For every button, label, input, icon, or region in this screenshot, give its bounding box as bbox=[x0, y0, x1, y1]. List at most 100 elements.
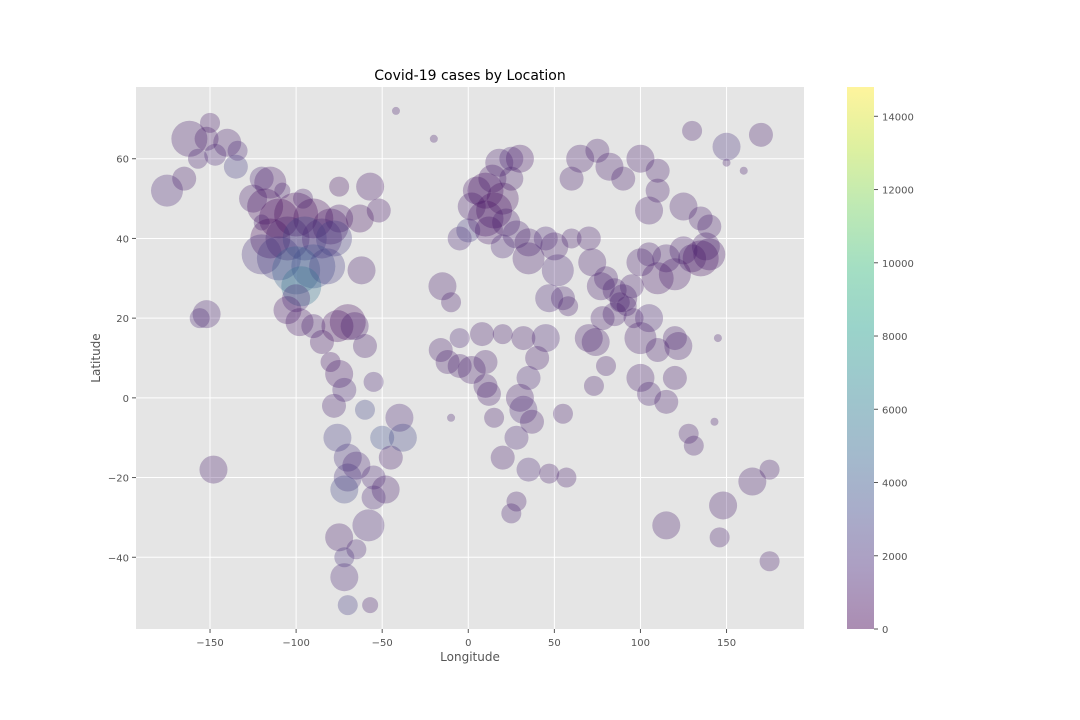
y-tick-label: −40 bbox=[108, 553, 129, 564]
data-point bbox=[321, 393, 346, 418]
data-point bbox=[366, 198, 391, 223]
y-tick-label: 60 bbox=[116, 155, 129, 166]
colorbar bbox=[847, 87, 874, 629]
data-point bbox=[509, 395, 538, 424]
data-point bbox=[447, 353, 472, 378]
plot-background bbox=[136, 87, 804, 629]
data-point bbox=[312, 208, 349, 245]
data-point bbox=[352, 509, 385, 542]
data-point bbox=[691, 232, 720, 261]
data-point bbox=[361, 485, 386, 510]
data-point bbox=[516, 365, 541, 390]
data-point bbox=[712, 132, 741, 161]
data-point bbox=[363, 371, 384, 392]
data-point bbox=[535, 284, 564, 313]
colorbar-ticks: 0 2000 4000 6000 8000 10000 12000 14000 bbox=[874, 112, 914, 636]
data-point bbox=[693, 238, 726, 271]
data-point bbox=[172, 166, 197, 191]
y-tick-label: 40 bbox=[116, 234, 129, 245]
data-point bbox=[561, 228, 582, 249]
data-point bbox=[150, 174, 183, 207]
data-point bbox=[457, 192, 486, 221]
data-point bbox=[654, 389, 679, 414]
x-tick-label: 100 bbox=[631, 638, 650, 649]
data-point bbox=[441, 292, 462, 313]
data-point bbox=[566, 144, 595, 173]
data-point bbox=[637, 381, 662, 406]
data-point bbox=[635, 196, 664, 225]
data-point bbox=[533, 226, 558, 251]
data-point bbox=[678, 244, 707, 273]
data-point bbox=[478, 164, 507, 193]
data-point bbox=[645, 338, 670, 363]
data-point bbox=[641, 262, 674, 295]
data-point bbox=[447, 226, 472, 251]
data-point bbox=[334, 547, 355, 568]
data-point bbox=[709, 527, 730, 548]
data-point bbox=[356, 172, 385, 201]
x-tick-label: −100 bbox=[282, 638, 309, 649]
data-point bbox=[759, 551, 780, 572]
data-point bbox=[371, 475, 400, 504]
data-point bbox=[332, 377, 357, 402]
data-point bbox=[586, 272, 615, 301]
data-point bbox=[682, 240, 719, 277]
data-point bbox=[385, 403, 414, 432]
data-point bbox=[626, 144, 655, 173]
data-point bbox=[345, 204, 374, 233]
data-point bbox=[467, 172, 504, 209]
data-point bbox=[352, 334, 377, 359]
data-point bbox=[378, 445, 403, 470]
colorbar-tick-label: 4000 bbox=[882, 479, 907, 490]
data-point bbox=[189, 308, 210, 329]
x-axis-label: Longitude bbox=[440, 650, 500, 664]
data-point bbox=[664, 332, 693, 361]
data-point bbox=[583, 375, 604, 396]
y-tick-label: −20 bbox=[108, 474, 129, 485]
data-point bbox=[333, 463, 362, 492]
data-point bbox=[473, 373, 498, 398]
data-point bbox=[645, 178, 670, 203]
data-point bbox=[449, 328, 470, 349]
data-point bbox=[626, 363, 655, 392]
data-point bbox=[476, 192, 513, 229]
data-point bbox=[710, 417, 719, 426]
data-point bbox=[516, 457, 541, 482]
data-point bbox=[192, 300, 221, 329]
data-point bbox=[285, 308, 314, 337]
data-point bbox=[539, 463, 560, 484]
data-point bbox=[514, 228, 543, 257]
data-point bbox=[457, 355, 486, 384]
data-point bbox=[505, 383, 534, 412]
data-point bbox=[325, 523, 354, 552]
data-point bbox=[301, 218, 342, 259]
data-point bbox=[683, 435, 704, 456]
colorbar-tick-label: 10000 bbox=[882, 259, 914, 270]
data-point bbox=[722, 158, 731, 167]
data-point bbox=[337, 595, 358, 616]
data-point bbox=[662, 326, 687, 351]
data-point bbox=[354, 399, 375, 420]
data-point bbox=[511, 326, 536, 351]
data-point bbox=[499, 166, 524, 191]
data-point bbox=[428, 338, 453, 363]
data-point bbox=[519, 409, 544, 434]
grid-lines bbox=[136, 87, 804, 629]
data-point bbox=[239, 184, 268, 213]
data-point bbox=[505, 144, 534, 173]
data-point bbox=[309, 248, 346, 285]
data-point bbox=[340, 312, 369, 341]
data-point bbox=[652, 244, 681, 273]
data-point bbox=[609, 284, 638, 313]
data-point bbox=[281, 266, 322, 307]
data-point bbox=[501, 503, 522, 524]
data-point bbox=[342, 451, 371, 480]
data-point bbox=[485, 148, 514, 177]
data-point bbox=[265, 216, 310, 261]
data-point bbox=[652, 511, 681, 540]
data-point bbox=[293, 188, 313, 209]
data-point bbox=[282, 216, 327, 261]
colorbar-tick-label: 2000 bbox=[882, 552, 907, 563]
data-point bbox=[669, 192, 698, 221]
